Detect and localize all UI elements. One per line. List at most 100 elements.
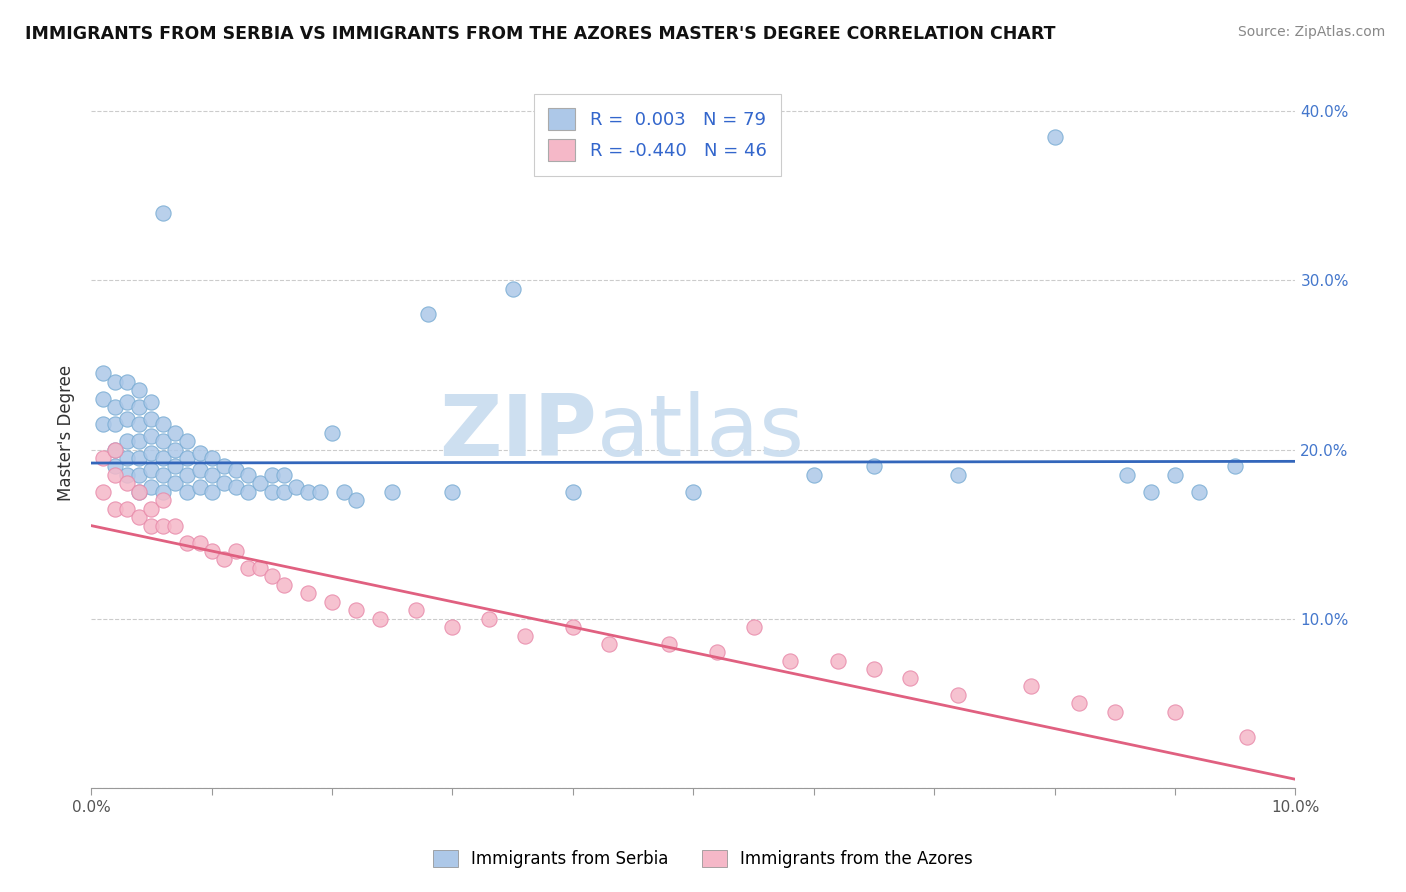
Legend: R =  0.003   N = 79, R = -0.440   N = 46: R = 0.003 N = 79, R = -0.440 N = 46 xyxy=(533,94,780,176)
Point xyxy=(117,434,139,448)
Point xyxy=(104,401,127,415)
Point xyxy=(297,586,319,600)
Point xyxy=(188,535,211,549)
Point xyxy=(188,463,211,477)
Point xyxy=(91,417,114,431)
Point xyxy=(441,620,464,634)
Point xyxy=(128,510,150,524)
Point xyxy=(803,467,825,482)
Point xyxy=(91,392,114,406)
Point xyxy=(309,484,332,499)
Point xyxy=(104,459,127,474)
Point xyxy=(212,459,235,474)
Point xyxy=(1104,705,1126,719)
Point xyxy=(104,442,127,457)
Point xyxy=(200,467,222,482)
Point xyxy=(368,612,391,626)
Point xyxy=(1164,705,1187,719)
Point xyxy=(165,442,187,457)
Point xyxy=(141,518,163,533)
Point xyxy=(1140,484,1163,499)
Point xyxy=(1164,467,1187,482)
Point xyxy=(104,442,127,457)
Point xyxy=(104,467,127,482)
Point xyxy=(141,412,163,426)
Point xyxy=(273,467,295,482)
Point xyxy=(779,654,801,668)
Point xyxy=(682,484,704,499)
Point xyxy=(381,484,404,499)
Point xyxy=(200,544,222,558)
Point xyxy=(200,484,222,499)
Point xyxy=(321,425,343,440)
Point xyxy=(561,620,583,634)
Point xyxy=(260,467,283,482)
Point xyxy=(176,535,198,549)
Point xyxy=(128,484,150,499)
Point xyxy=(176,434,198,448)
Point xyxy=(1019,679,1042,693)
Point xyxy=(1236,730,1258,744)
Point xyxy=(297,484,319,499)
Point xyxy=(948,467,970,482)
Point xyxy=(104,417,127,431)
Point xyxy=(405,603,427,617)
Point xyxy=(260,484,283,499)
Point xyxy=(152,434,174,448)
Point xyxy=(117,412,139,426)
Point xyxy=(948,688,970,702)
Text: IMMIGRANTS FROM SERBIA VS IMMIGRANTS FROM THE AZORES MASTER'S DEGREE CORRELATION: IMMIGRANTS FROM SERBIA VS IMMIGRANTS FRO… xyxy=(25,25,1056,43)
Point xyxy=(128,450,150,465)
Point xyxy=(344,603,367,617)
Point xyxy=(1115,467,1137,482)
Point xyxy=(91,450,114,465)
Point xyxy=(104,501,127,516)
Point xyxy=(165,476,187,491)
Point xyxy=(212,552,235,566)
Point xyxy=(165,425,187,440)
Point xyxy=(249,561,271,575)
Point xyxy=(176,467,198,482)
Point xyxy=(260,569,283,583)
Point xyxy=(1067,696,1090,710)
Point xyxy=(91,367,114,381)
Point xyxy=(236,467,259,482)
Point xyxy=(236,484,259,499)
Point xyxy=(863,459,886,474)
Point xyxy=(658,637,681,651)
Y-axis label: Master's Degree: Master's Degree xyxy=(58,365,75,500)
Point xyxy=(152,518,174,533)
Point xyxy=(165,518,187,533)
Point xyxy=(598,637,620,651)
Legend: Immigrants from Serbia, Immigrants from the Azores: Immigrants from Serbia, Immigrants from … xyxy=(426,843,980,875)
Point xyxy=(141,395,163,409)
Point xyxy=(513,628,536,642)
Point xyxy=(188,446,211,460)
Point xyxy=(128,484,150,499)
Point xyxy=(200,450,222,465)
Point xyxy=(117,501,139,516)
Point xyxy=(344,493,367,508)
Point xyxy=(333,484,356,499)
Point xyxy=(176,484,198,499)
Point xyxy=(284,480,307,494)
Point xyxy=(236,561,259,575)
Point xyxy=(141,463,163,477)
Point xyxy=(141,446,163,460)
Point xyxy=(152,484,174,499)
Point xyxy=(91,484,114,499)
Point xyxy=(117,476,139,491)
Point xyxy=(441,484,464,499)
Point xyxy=(128,467,150,482)
Point xyxy=(104,375,127,389)
Point xyxy=(225,544,247,558)
Point xyxy=(212,476,235,491)
Point xyxy=(152,205,174,219)
Point xyxy=(176,450,198,465)
Point xyxy=(1225,459,1247,474)
Point xyxy=(706,645,728,659)
Point xyxy=(561,484,583,499)
Point xyxy=(128,384,150,398)
Point xyxy=(117,375,139,389)
Point xyxy=(225,463,247,477)
